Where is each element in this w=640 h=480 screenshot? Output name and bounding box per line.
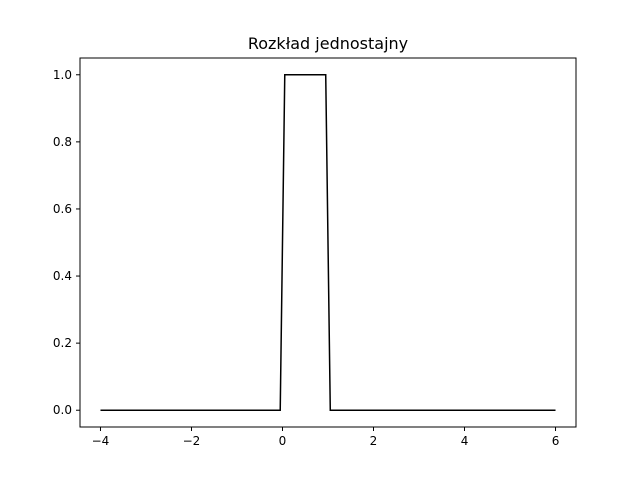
x-tick-label: 2 (370, 434, 378, 448)
x-axis-ticks: −4 −2 0 2 4 6 (92, 427, 560, 448)
x-tick-label: 4 (461, 434, 469, 448)
y-axis-ticks: 0.0 0.2 0.4 0.6 0.8 1.0 (53, 68, 80, 417)
y-tick-label: 0.2 (53, 336, 72, 350)
plot-frame (79, 57, 577, 428)
x-tick-label: −2 (183, 434, 201, 448)
x-tick-label: 0 (279, 434, 287, 448)
y-tick-label: 0.4 (53, 269, 72, 283)
x-tick-label: 6 (552, 434, 560, 448)
y-tick-label: 1.0 (53, 68, 72, 82)
chart-title: Rozkład jednostajny (248, 34, 408, 53)
y-tick-label: 0.8 (53, 135, 72, 149)
plot-lines (100, 74, 556, 411)
series-line-0 (100, 74, 556, 411)
x-tick-label: −4 (92, 434, 110, 448)
y-tick-label: 0.6 (53, 202, 72, 216)
y-tick-label: 0.0 (53, 403, 72, 417)
